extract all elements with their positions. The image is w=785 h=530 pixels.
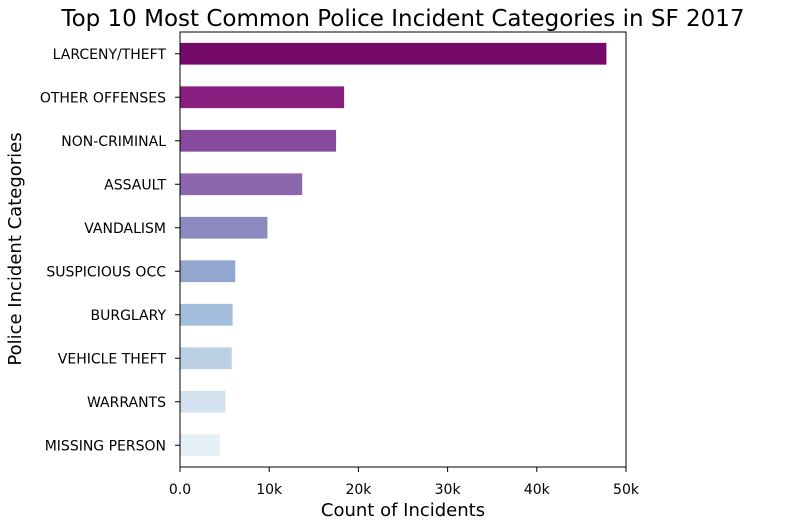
bar xyxy=(180,434,221,457)
y-tick-label: ASSAULT xyxy=(104,177,166,193)
y-tick-label: BURGLARY xyxy=(90,308,166,324)
plot-frame xyxy=(179,31,627,468)
bar xyxy=(180,129,337,152)
y-tick-label: SUSPICIOUS OCC xyxy=(46,264,166,280)
y-tick-label: VANDALISM xyxy=(84,221,166,237)
y-tick-label: VEHICLE THEFT xyxy=(58,351,167,367)
bar xyxy=(180,390,226,413)
bar xyxy=(180,347,232,370)
bar xyxy=(180,303,233,326)
y-tick-label: WARRANTS xyxy=(87,395,166,411)
bar xyxy=(180,86,345,109)
x-tick-label: 20k xyxy=(345,482,372,498)
bar xyxy=(180,216,268,239)
bar xyxy=(180,173,303,196)
x-tick-label: 30k xyxy=(435,482,462,498)
x-tick-label: 0.0 xyxy=(169,482,191,498)
bar xyxy=(180,260,236,283)
y-tick-label: LARCENY/THEFT xyxy=(53,47,167,63)
x-axis-label: Count of Incidents xyxy=(321,500,485,521)
x-tick-label: 50k xyxy=(613,482,640,498)
bar xyxy=(180,42,607,65)
y-axis-label: Police Incident Categories xyxy=(5,132,26,365)
y-tick-label: NON-CRIMINAL xyxy=(61,134,166,150)
x-tick-label: 40k xyxy=(524,482,551,498)
chart-title: Top 10 Most Common Police Incident Categ… xyxy=(60,6,744,32)
y-tick-label: OTHER OFFENSES xyxy=(40,90,166,106)
x-tick-label: 10k xyxy=(256,482,283,498)
y-tick-label: MISSING PERSON xyxy=(45,438,166,454)
